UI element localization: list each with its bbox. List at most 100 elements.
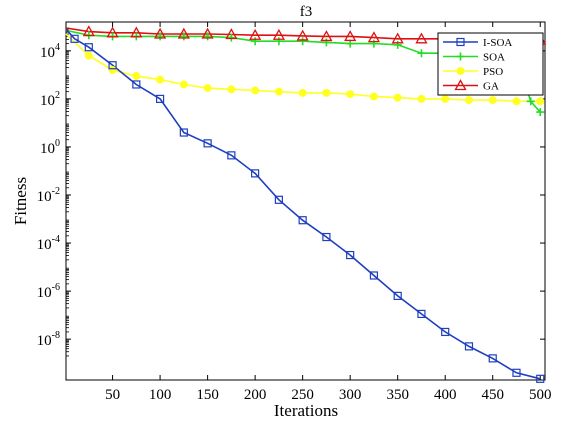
data-point-square xyxy=(456,37,465,47)
y-tick-exponent: -8 xyxy=(52,330,60,341)
data-point-square xyxy=(179,128,188,137)
y-tick-label: 104 xyxy=(40,42,60,61)
legend-label: I-SOA xyxy=(483,37,512,49)
legend: I-SOA SOA PSO GA xyxy=(437,32,544,96)
y-tick-base: 10 xyxy=(40,45,55,61)
data-point-plus xyxy=(298,37,307,46)
data-point-circle xyxy=(393,93,402,102)
legend-label: PSO xyxy=(483,66,503,78)
data-point-square xyxy=(441,327,450,337)
data-point-square xyxy=(464,342,474,351)
data-point-triangle xyxy=(177,27,190,39)
x-axis-label: Iterations xyxy=(274,401,338,420)
y-tick-label: 10-2 xyxy=(37,186,60,205)
y-tick-exponent: -4 xyxy=(52,234,60,245)
y-tick-label: 100 xyxy=(40,138,60,157)
y-axis-label: Fitness xyxy=(11,177,30,225)
data-point-circle xyxy=(488,96,497,105)
data-point-plus xyxy=(393,40,402,49)
data-point-circle xyxy=(512,97,521,106)
data-point-circle xyxy=(132,72,141,81)
data-point-square xyxy=(298,216,307,225)
data-point-triangle xyxy=(296,29,309,41)
data-point-circle xyxy=(369,92,378,101)
data-point-plus xyxy=(156,32,165,41)
data-point-circle xyxy=(274,87,283,96)
data-point-square xyxy=(488,354,497,363)
y-tick-label: 10-4 xyxy=(37,234,60,253)
data-point-circle xyxy=(298,88,307,97)
y-tick-label: 10-8 xyxy=(37,330,60,349)
data-point-square xyxy=(369,271,379,280)
y-tick-exponent: 4 xyxy=(55,42,60,53)
data-point-plus xyxy=(227,33,236,42)
data-point-circle xyxy=(156,75,165,84)
data-point-triangle xyxy=(454,79,467,91)
data-point-triangle xyxy=(344,30,357,42)
y-tick-base: 10 xyxy=(37,333,52,349)
data-point-circle xyxy=(464,96,473,105)
x-tick-label: 200 xyxy=(244,387,267,403)
x-tick-label: 250 xyxy=(291,387,314,403)
data-point-triangle xyxy=(130,26,143,38)
data-point-square xyxy=(274,195,283,204)
data-point-circle xyxy=(179,80,188,89)
data-point-square xyxy=(84,43,93,52)
data-point-square xyxy=(155,94,165,103)
data-point-square xyxy=(346,250,355,260)
x-tick-label: 100 xyxy=(149,387,172,403)
legend-label: SOA xyxy=(483,52,505,64)
data-point-plus xyxy=(251,37,260,46)
data-point-triangle xyxy=(201,27,214,39)
legend-box xyxy=(437,32,544,96)
data-point-triangle xyxy=(272,28,285,40)
data-point-triangle xyxy=(82,25,95,37)
y-tick-base: 10 xyxy=(40,141,55,157)
data-point-circle xyxy=(346,90,355,99)
x-tick-label: 500 xyxy=(529,387,552,403)
data-point-square xyxy=(203,139,212,148)
data-point-square xyxy=(70,34,79,43)
x-tick-label: 350 xyxy=(386,387,409,403)
data-point-plus xyxy=(417,49,426,58)
data-point-plus xyxy=(526,97,535,106)
data-point-triangle xyxy=(225,28,238,40)
data-point-circle xyxy=(441,94,450,103)
data-point-plus xyxy=(322,38,331,47)
y-tick-base: 10 xyxy=(40,93,55,109)
data-point-square xyxy=(393,291,402,301)
y-tick-label: 10-6 xyxy=(37,282,60,301)
x-tick-label: 400 xyxy=(434,387,457,403)
data-point-circle xyxy=(108,66,117,75)
data-point-square xyxy=(132,80,141,89)
data-point-circle xyxy=(203,84,212,93)
data-point-triangle xyxy=(320,30,333,42)
y-tick-exponent: 2 xyxy=(55,90,60,101)
data-point-circle xyxy=(322,88,331,97)
legend-label: GA xyxy=(483,81,499,93)
x-tick-label: 50 xyxy=(105,387,120,403)
x-tick-label: 300 xyxy=(339,387,362,403)
data-point-square xyxy=(322,232,331,242)
data-point-circle xyxy=(536,97,545,106)
data-point-plus xyxy=(203,32,212,41)
y-tick-base: 10 xyxy=(37,237,52,253)
data-point-triangle xyxy=(367,31,381,43)
data-point-triangle xyxy=(391,32,404,44)
x-tick-label: 150 xyxy=(196,387,219,403)
data-point-circle xyxy=(251,86,260,95)
data-point-triangle xyxy=(415,32,428,44)
chart-title: f3 xyxy=(300,4,313,20)
data-point-square xyxy=(251,169,260,178)
y-tick-base: 10 xyxy=(37,285,52,301)
y-tick-label: 102 xyxy=(40,90,60,109)
data-point-triangle xyxy=(106,26,119,38)
data-point-circle xyxy=(456,67,465,75)
data-point-square xyxy=(108,61,117,70)
y-tick-base: 10 xyxy=(37,189,52,205)
data-point-plus xyxy=(536,108,545,117)
data-point-plus xyxy=(456,52,465,61)
data-point-circle xyxy=(417,94,426,103)
y-tick-exponent: -6 xyxy=(52,282,60,293)
